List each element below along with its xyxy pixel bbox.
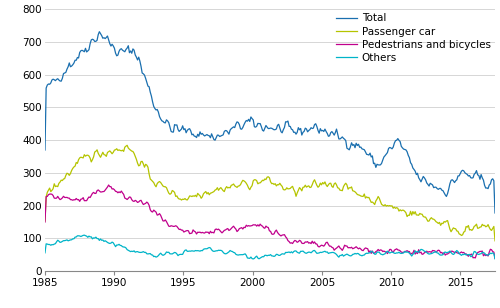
Total [95,33,101,37]
Others [82,233,87,237]
Pedestrians and bicycles [414,251,420,254]
Pedestrians and bicycles [362,246,368,250]
Others [392,251,398,255]
Passenger car [95,152,101,155]
Passenger car [345,187,351,191]
Others [381,253,387,256]
Others [96,239,102,242]
Total [42,148,48,152]
Passenger car [42,219,48,223]
Others [42,251,48,255]
Passenger car [124,144,130,147]
Pedestrians and bicycles [345,246,351,249]
Pedestrians and bicycles [106,183,112,187]
Pedestrians and bicycles [390,251,396,254]
Total [380,158,386,162]
Line: Total: Total [45,32,495,213]
Passenger car [362,196,368,200]
Total [390,145,396,149]
Total [345,147,351,151]
Passenger car [380,203,386,207]
Others [346,254,352,257]
Passenger car [390,206,396,210]
Others [364,251,370,255]
Line: Passenger car: Passenger car [45,145,495,241]
Total [96,30,102,34]
Others [250,257,256,261]
Total [362,150,368,154]
Legend: Total, Passenger car, Pedestrians and bicycles, Others: Total, Passenger car, Pedestrians and bi… [334,11,493,65]
Others [414,250,420,253]
Total [492,211,498,215]
Pedestrians and bicycles [492,257,498,260]
Pedestrians and bicycles [95,188,101,192]
Total [414,173,420,176]
Others [492,257,498,261]
Line: Pedestrians and bicycles: Pedestrians and bicycles [45,185,495,258]
Line: Others: Others [45,235,495,259]
Pedestrians and bicycles [380,250,386,253]
Passenger car [414,213,420,217]
Pedestrians and bicycles [42,220,48,224]
Passenger car [492,239,498,243]
